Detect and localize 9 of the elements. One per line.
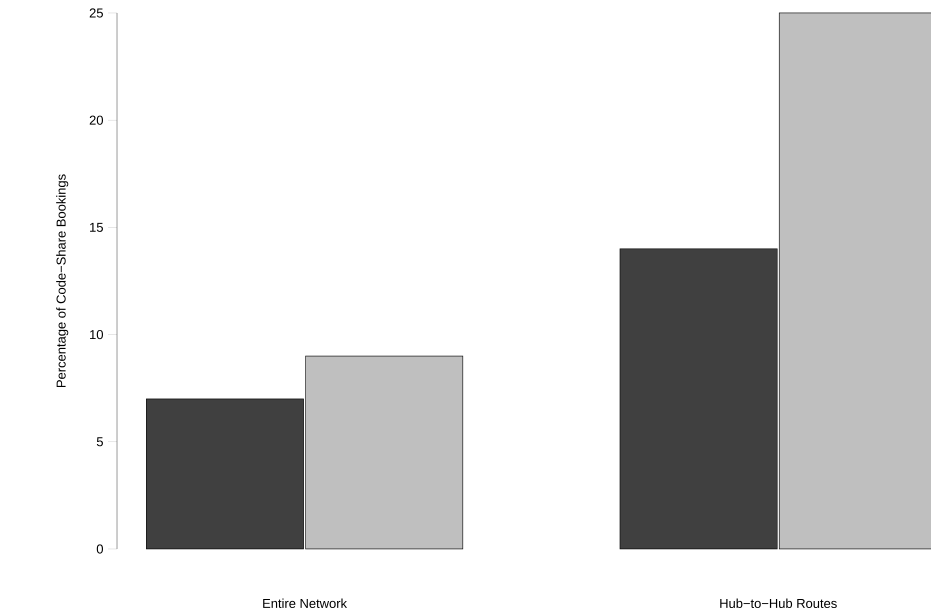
y-tick-label: 10 bbox=[90, 330, 103, 340]
y-tick-label: 5 bbox=[96, 437, 103, 446]
y-tick-label: 25 bbox=[90, 8, 103, 18]
x-tick-label: Entire Network bbox=[263, 598, 348, 608]
y-tick-label: 20 bbox=[90, 116, 103, 125]
y-axis-title: Percentage of Code−Share Bookings bbox=[56, 174, 68, 388]
y-tick-label: 15 bbox=[90, 222, 103, 232]
y-tick-label: 0 bbox=[96, 544, 103, 554]
x-tick-label: Hub−to−Hub Routes bbox=[720, 598, 837, 608]
